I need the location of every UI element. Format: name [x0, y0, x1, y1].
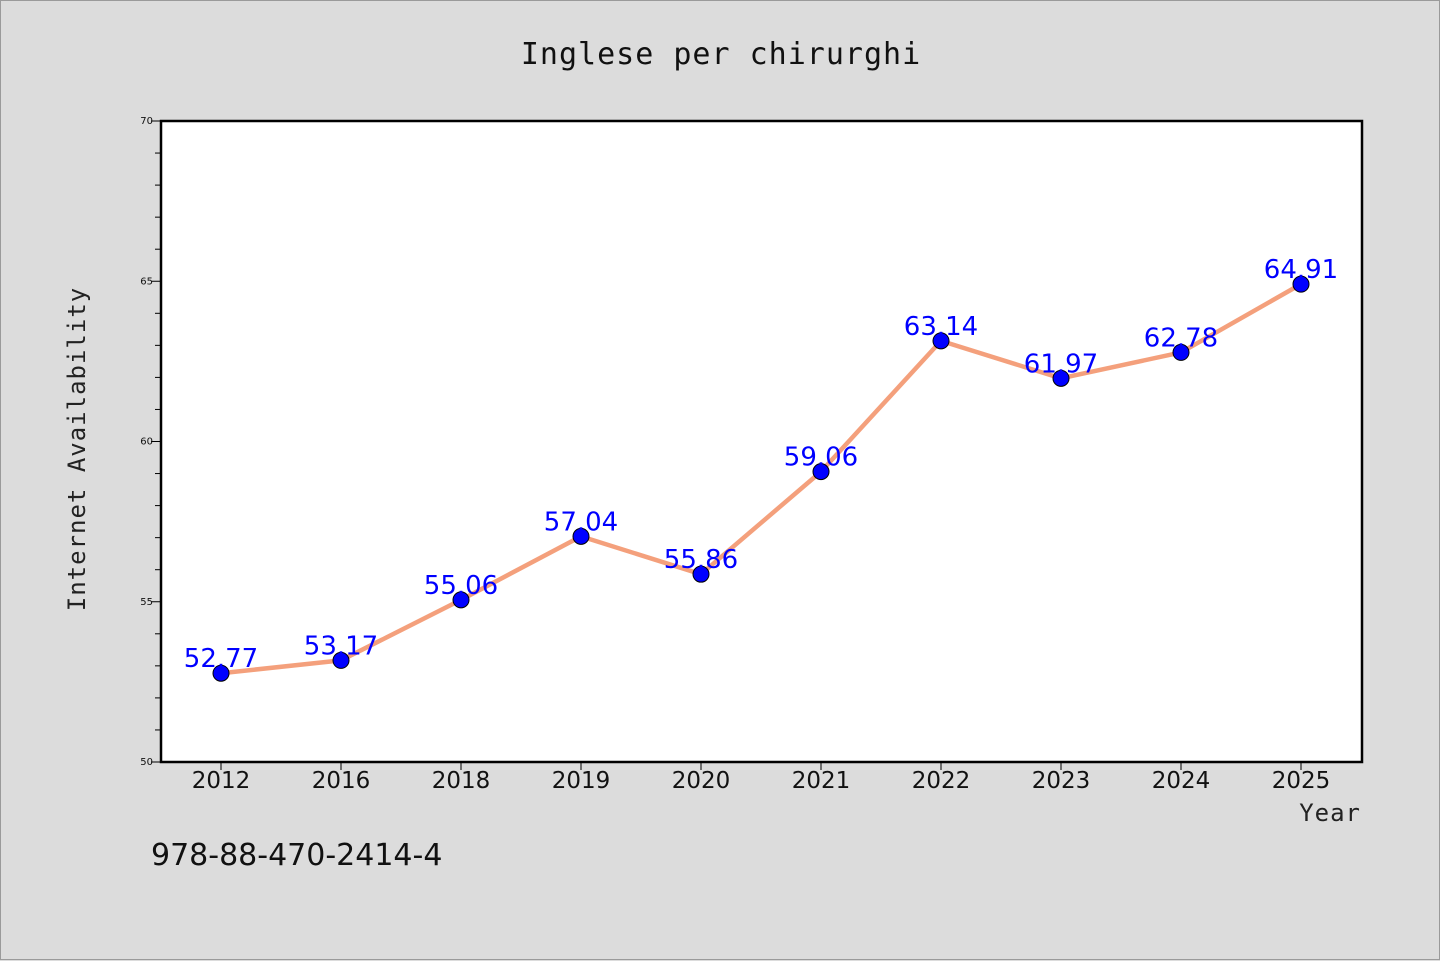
data-point [212, 664, 230, 682]
data-series: 52.77 53.17 55.06 57.04 55.86 59.06 63.14 61.97… [184, 255, 1338, 682]
y-axis-label: Internet Availability [63, 287, 91, 611]
y-tick-label: 65 [140, 276, 153, 287]
isbn-text: 978-88-470-2414-4 [151, 838, 442, 873]
data-point [332, 651, 350, 669]
chart-title: Inglese per chirurghi [521, 37, 921, 72]
series-line [220, 282, 1303, 676]
x-tick-label: 2020 [672, 768, 731, 794]
x-tick-label: 2022 [912, 768, 971, 794]
data-label: 59.06 [784, 443, 858, 473]
y-tick-label: 55 [140, 597, 153, 608]
x-tick-label: 2023 [1032, 768, 1091, 794]
y-tick-label: 50 [140, 757, 153, 768]
x-tick-label: 2016 [312, 768, 371, 794]
data-point [572, 527, 590, 545]
plot-frame [159, 119, 1364, 764]
data-label: 62.78 [1144, 323, 1218, 353]
data-point [812, 463, 830, 481]
x-tick-label: 2024 [1152, 768, 1211, 794]
y-tick-label: 70 [140, 116, 153, 127]
plot-area [161, 121, 1362, 762]
data-label: 64.91 [1264, 255, 1338, 285]
x-axis-label: Year [1299, 799, 1361, 827]
data-point [1172, 343, 1190, 361]
data-label: 52.77 [184, 644, 258, 674]
data-point [932, 332, 950, 350]
data-point [1052, 369, 1070, 387]
y-tick-label: 60 [140, 437, 153, 448]
x-tick-label: 2025 [1272, 768, 1331, 794]
data-point [452, 591, 470, 609]
x-tick-label: 2019 [552, 768, 611, 794]
data-label: 55.86 [664, 545, 738, 575]
x-tick-label: 2021 [792, 768, 851, 794]
x-tick-label: 2018 [432, 768, 491, 794]
data-label: 53.17 [304, 631, 378, 661]
data-label: 57.04 [544, 507, 618, 537]
data-label: 61.97 [1024, 349, 1098, 379]
data-point [692, 565, 710, 583]
x-axis-ticks: 2012 2016 2018 2019 2020 2021 2022 2023 2024 2025 [192, 762, 1331, 794]
data-label: 55.06 [424, 571, 498, 601]
y-axis-ticks: 50 55 60 65 70 [140, 116, 161, 768]
data-label: 63.14 [904, 312, 978, 342]
data-point [1292, 275, 1310, 293]
x-tick-label: 2012 [192, 768, 251, 794]
